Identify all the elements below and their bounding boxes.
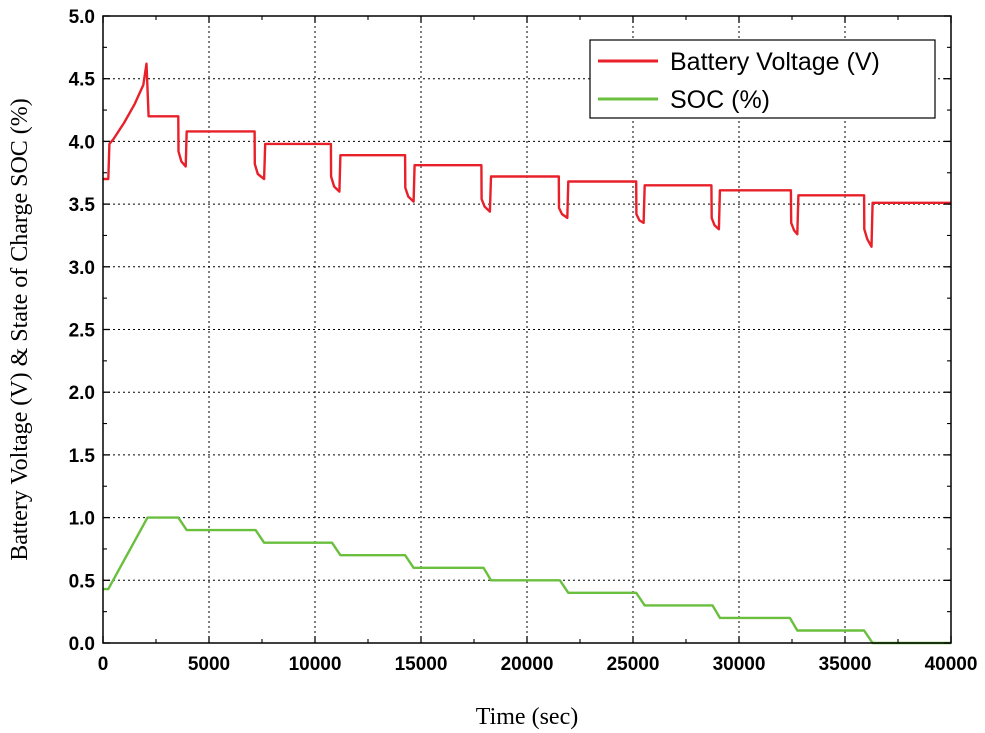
x-tick-label: 25000 (607, 654, 660, 675)
y-tick-label: 3.5 (69, 195, 96, 216)
y-tick-label: 5.0 (69, 7, 95, 28)
x-tick-label: 20000 (501, 654, 554, 675)
x-tick-label: 15000 (395, 654, 448, 675)
x-tick-label: 5000 (188, 654, 230, 675)
x-tick-labels: 0 5000 10000 15000 20000 25000 30000 35000 40000 (98, 654, 978, 675)
y-tick-label: 4.5 (69, 70, 96, 91)
x-tick-label: 40000 (925, 654, 978, 675)
y-axis-title: Battery Voltage (V) & State of Charge SO… (7, 98, 33, 561)
y-tick-label: 0.5 (69, 571, 96, 592)
y-tick-label: 2.0 (69, 383, 95, 404)
y-tick-label: 0.0 (69, 634, 95, 655)
y-tick-label: 2.5 (69, 321, 96, 342)
y-tick-label: 1.0 (69, 509, 95, 530)
ticks (102, 15, 952, 644)
x-tick-label: 30000 (713, 654, 766, 675)
legend: Battery Voltage (V) SOC (%) (589, 39, 936, 119)
y-tick-label: 3.0 (69, 258, 95, 279)
x-tick-label: 35000 (819, 654, 872, 675)
y-tick-label: 4.0 (69, 132, 95, 153)
series-layer (103, 62, 951, 645)
legend-label-battery-voltage: Battery Voltage (V) (670, 48, 880, 76)
y-tick-labels: 0.0 0.5 1.0 1.5 2.0 2.5 3.0 3.5 4.0 4.5 5.0 (69, 7, 96, 655)
x-tick-label: 10000 (289, 654, 342, 675)
y-tick-label: 1.5 (69, 446, 96, 467)
legend-label-soc: SOC (%) (670, 86, 770, 114)
legend-box (589, 39, 936, 119)
series-soc-line (103, 516, 951, 645)
x-axis-title: Time (sec) (476, 704, 578, 730)
x-tick-label: 0 (98, 654, 109, 675)
series-battery-voltage-line (103, 62, 951, 248)
